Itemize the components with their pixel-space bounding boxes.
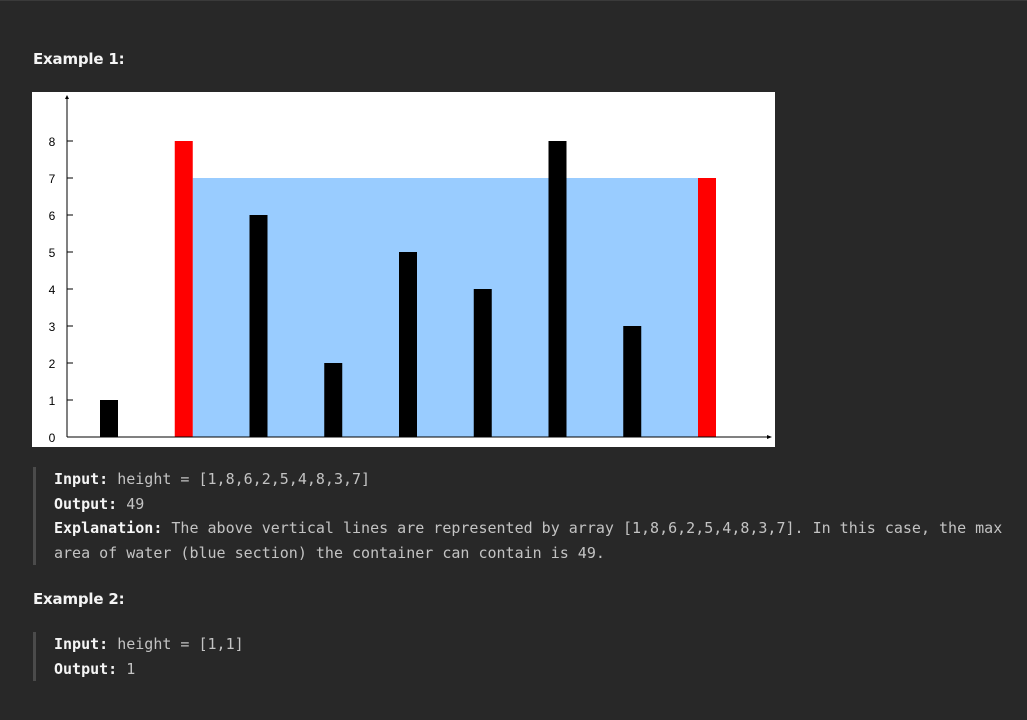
input-label: Input: <box>54 470 109 488</box>
y-tick-label: 3 <box>49 320 56 334</box>
bar <box>623 326 642 437</box>
input-value: height = [1,1] <box>117 635 244 653</box>
y-tick-label: 4 <box>49 283 56 297</box>
bar <box>399 252 417 437</box>
y-tick-label: 8 <box>49 135 56 149</box>
input-value: height = [1,8,6,2,5,4,8,3,7] <box>117 470 371 488</box>
y-tick-label: 6 <box>49 209 56 223</box>
example-2-heading: Example 2: <box>33 590 125 608</box>
example-2-input-line: Input: height = [1,1] <box>54 632 244 657</box>
x-axis-arrow <box>767 435 772 439</box>
example-1-explanation: Explanation: The above vertical lines ar… <box>54 516 1004 565</box>
bar <box>100 400 118 437</box>
y-tick-label: 5 <box>49 246 56 260</box>
explanation-text: The above vertical lines are represented… <box>54 519 1012 562</box>
chart-svg: 0 1 2 3 4 5 6 7 8 <box>49 95 772 445</box>
example-1-output-line: Output: 49 <box>54 492 1004 517</box>
output-value: 49 <box>126 494 145 513</box>
example-1-chart: 0 1 2 3 4 5 6 7 8 <box>32 92 775 447</box>
output-label: Output: <box>54 659 118 678</box>
y-tick-label: 1 <box>49 394 56 408</box>
example-2-output-line: Output: 1 <box>54 657 244 682</box>
bar <box>324 363 343 437</box>
output-value: 1 <box>126 659 136 678</box>
highlighted-bar <box>174 141 193 437</box>
bar <box>249 215 268 437</box>
example-1-heading: Example 1: <box>33 50 125 68</box>
example-1-io-block: Input: height = [1,8,6,2,5,4,8,3,7] Outp… <box>33 467 1004 565</box>
bar <box>548 141 567 437</box>
y-tick-label: 7 <box>49 172 56 186</box>
highlighted-bar <box>698 178 716 437</box>
top-divider <box>0 0 1027 1</box>
y-tick-label: 2 <box>49 357 56 371</box>
bar <box>473 289 492 437</box>
output-label: Output: <box>54 494 118 513</box>
example-1-input-line: Input: height = [1,8,6,2,5,4,8,3,7] <box>54 467 1004 492</box>
example-2-io-block: Input: height = [1,1] Output: 1 <box>33 632 244 681</box>
input-label: Input: <box>54 635 109 653</box>
explanation-label: Explanation: <box>54 519 163 537</box>
y-axis-arrow <box>65 95 69 99</box>
water-area <box>192 178 698 437</box>
y-tick-label: 0 <box>49 431 56 445</box>
